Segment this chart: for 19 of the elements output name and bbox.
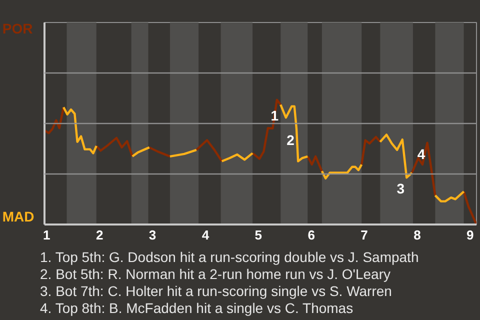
text: 3. Bot 7th: C. Holter hit a run-scoring single vs S. Warren — [40, 283, 392, 299]
annotation: 2 — [286, 132, 295, 148]
x-tick-label: 8 — [414, 228, 421, 242]
text: 4. Top 8th: B. McFadden hit a single vs C. Thomas — [40, 300, 354, 316]
annotation: 1 — [270, 108, 279, 124]
text: 1. Top 5th: G. Dodson hit a run-scoring double vs J. Sampath — [40, 249, 419, 265]
annotation: 3 — [396, 180, 405, 197]
x-tick-label: 1 — [43, 228, 50, 242]
text: MAD — [2, 208, 34, 224]
x-tick-label: 7 — [360, 228, 368, 242]
annotation: 4 — [417, 146, 426, 162]
text: POR — [2, 20, 33, 36]
text: 2. Bot 5th: R. Norman hit a 2-run home run vs J. O'Leary — [40, 266, 390, 282]
x-tick-label: 5 — [254, 228, 262, 242]
x-tick-label: 2 — [96, 228, 104, 242]
x-tick-label: 4 — [202, 228, 210, 242]
x-tick-label: 6 — [308, 228, 315, 242]
x-tick-label: 3 — [148, 228, 156, 242]
x-tick-label: 9 — [466, 228, 474, 242]
